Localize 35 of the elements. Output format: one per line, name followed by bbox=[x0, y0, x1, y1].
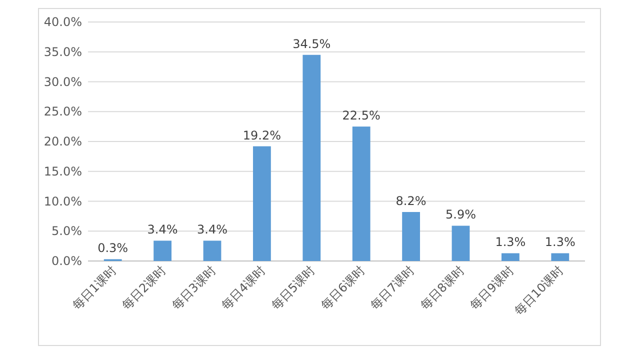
y-tick-label: 25.0% bbox=[44, 104, 82, 119]
data-label: 19.2% bbox=[242, 128, 282, 142]
x-tick-label: 每日3课时 bbox=[169, 263, 218, 312]
data-label: 1.3% bbox=[495, 235, 526, 250]
x-tick-label: 每日6课时 bbox=[318, 263, 368, 312]
bar bbox=[352, 126, 370, 261]
bar bbox=[154, 240, 172, 261]
x-tick-label: 每日8课时 bbox=[418, 263, 467, 312]
y-tick-label: 35.0% bbox=[44, 44, 82, 59]
data-label: 1.3% bbox=[544, 235, 576, 250]
bar bbox=[203, 240, 222, 261]
data-label: 3.4% bbox=[147, 222, 178, 237]
data-label: 22.5% bbox=[342, 108, 380, 123]
y-tick-label: 30.0% bbox=[44, 74, 82, 89]
x-tick-label: 每日2课时 bbox=[119, 263, 169, 312]
y-tick-label: 40.0% bbox=[44, 15, 82, 29]
x-tick-label: 每日7课时 bbox=[368, 263, 418, 312]
bar bbox=[502, 253, 520, 261]
bar bbox=[551, 253, 570, 261]
bar bbox=[253, 146, 271, 261]
data-label: 5.9% bbox=[446, 208, 476, 222]
x-tick-label: 每日5课时 bbox=[268, 263, 318, 312]
x-tick-label: 每日4课时 bbox=[218, 263, 268, 312]
y-tick-label: 5.0% bbox=[52, 224, 82, 238]
y-tick-label: 20.0% bbox=[44, 134, 82, 148]
data-label: 3.4% bbox=[197, 222, 228, 237]
data-label: 8.2% bbox=[396, 194, 426, 208]
y-tick-label: 0.0% bbox=[52, 254, 82, 268]
bar bbox=[402, 212, 420, 261]
bar bbox=[302, 54, 321, 261]
data-label: 34.5% bbox=[292, 36, 331, 51]
y-tick-label: 15.0% bbox=[44, 164, 82, 178]
y-tick-label: 10.0% bbox=[44, 194, 82, 208]
data-label: 0.3% bbox=[98, 241, 128, 256]
bar bbox=[452, 226, 470, 261]
